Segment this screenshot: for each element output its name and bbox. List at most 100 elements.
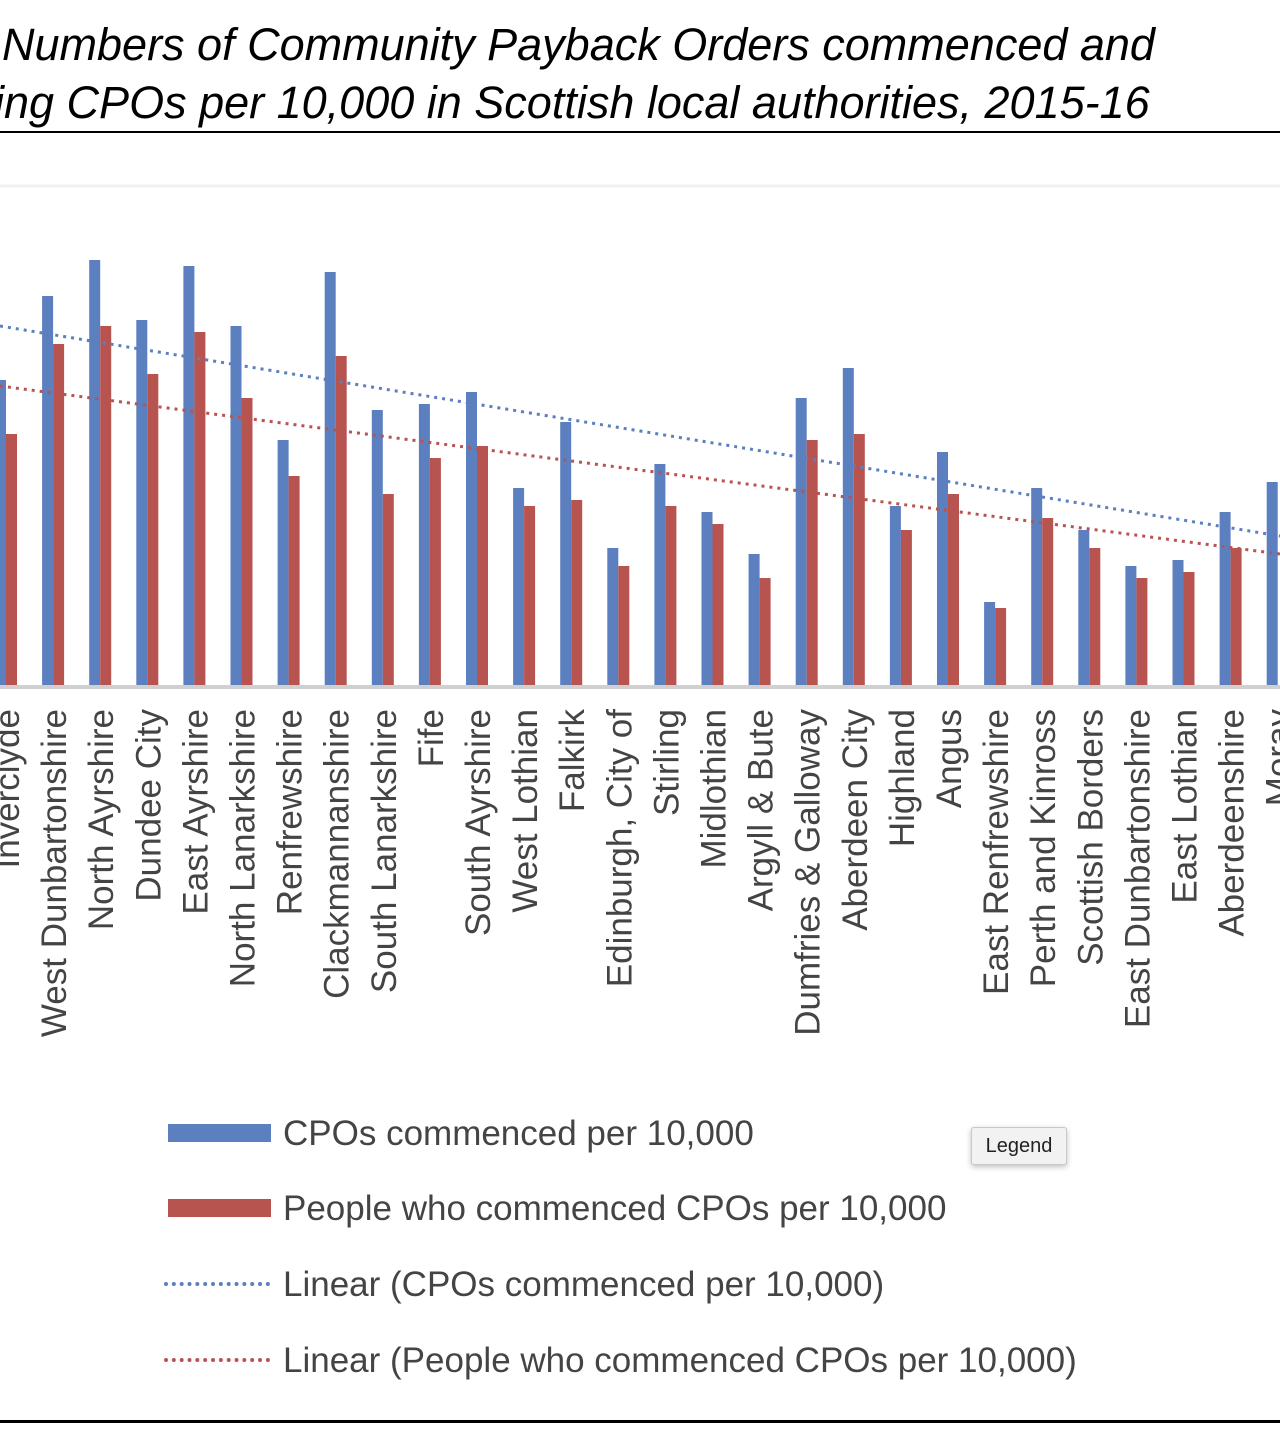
bar-people-13 [618, 566, 630, 686]
bar-people-21 [995, 608, 1007, 686]
bar-cpos-0 [0, 380, 6, 686]
bar-people-12 [571, 500, 583, 686]
bar-cpos-15 [701, 512, 713, 686]
x-tick-label: Argyll & Bute [742, 709, 781, 911]
legend-label-trend-people: Linear (People who commenced CPOs per 10… [283, 1341, 1077, 1380]
bar-cpos-3 [136, 320, 148, 686]
x-tick-label: Moray [1260, 709, 1280, 807]
bar-cpos-11 [513, 488, 525, 686]
trendlines-layer [0, 324, 1280, 556]
legend-swatch-trend-people [164, 1358, 270, 1362]
bar-cpos-14 [654, 464, 666, 686]
bar-cpos-5 [230, 326, 242, 686]
bar-people-17 [806, 440, 818, 686]
bottom-rule [0, 1420, 1280, 1423]
bar-people-3 [147, 374, 159, 686]
bar-cpos-19 [889, 506, 901, 686]
x-tick-labels: Inverclyde West Dunbartonshire North Ayrsh… [0, 709, 1280, 1038]
bar-people-25 [1183, 572, 1195, 686]
title-rule [0, 131, 1280, 133]
bar-cpos-6 [277, 440, 289, 686]
x-tick-label: Aberdeenshire [1213, 709, 1252, 937]
chart-title-line-1: Numbers of Community Payback Orders comm… [2, 19, 1155, 70]
bar-cpos-22 [1031, 488, 1043, 686]
x-tick-label: West Lothian [506, 709, 545, 913]
bar-people-23 [1089, 548, 1101, 686]
x-tick-label: South Lanarkshire [365, 709, 404, 993]
legend-label-cpos: CPOs commenced per 10,000 [283, 1114, 754, 1153]
bar-cpos-8 [371, 410, 383, 686]
x-tick-label: Highland [883, 709, 922, 847]
bar-cpos-24 [1125, 566, 1137, 686]
bar-people-22 [1042, 518, 1054, 686]
bar-cpos-1 [42, 296, 54, 686]
bar-people-26 [1230, 548, 1242, 686]
x-tick-label: East Renfrewshire [977, 709, 1016, 995]
bar-cpos-7 [324, 272, 336, 686]
bar-people-9 [429, 458, 441, 686]
bar-cpos-20 [937, 452, 948, 686]
bar-people-14 [665, 506, 677, 686]
legend-tooltip: Legend [971, 1127, 1067, 1165]
x-tick-label: Inverclyde [0, 709, 27, 869]
x-tick-label: Renfrewshire [271, 709, 310, 915]
bar-people-15 [712, 524, 724, 686]
x-tick-label: Perth and Kinross [1024, 709, 1063, 987]
x-tick-label: Midlothian [695, 709, 734, 869]
x-tick-label: Aberdeen City [836, 709, 875, 931]
x-tick-label: North Ayrshire [82, 709, 121, 930]
x-tick-label: Dumfries & Galloway [789, 709, 828, 1036]
x-tick-label: Fife [412, 709, 451, 767]
bar-cpos-12 [560, 422, 572, 686]
bar-people-18 [853, 434, 865, 686]
bar-people-2 [100, 326, 112, 686]
bar-people-6 [288, 476, 300, 686]
legend-swatch-cpos [168, 1124, 271, 1142]
x-tick-label: South Ayrshire [459, 709, 498, 936]
bar-people-0 [6, 434, 17, 686]
legend-label-people: People who commenced CPOs per 10,000 [283, 1189, 947, 1228]
bar-people-5 [241, 398, 253, 686]
bar-cpos-16 [748, 554, 760, 686]
x-tick-label: North Lanarkshire [224, 709, 263, 987]
bar-cpos-21 [984, 602, 996, 686]
x-tick-label: East Ayrshire [176, 709, 215, 915]
bar-people-10 [477, 446, 488, 686]
x-tick-label: Angus [930, 709, 969, 808]
bar-cpos-13 [607, 548, 619, 686]
bar-cpos-17 [795, 398, 807, 686]
x-tick-label: East Dunbartonshire [1118, 709, 1157, 1028]
bar-cpos-18 [842, 368, 854, 686]
legend-label-trend-cpos: Linear (CPOs commenced per 10,000) [283, 1265, 885, 1304]
bars-layer [0, 260, 1278, 686]
bar-people-1 [53, 344, 65, 686]
legend-swatch-trend-cpos [164, 1282, 270, 1286]
x-tick-label: West Dunbartonshire [35, 709, 74, 1037]
bar-cpos-26 [1219, 512, 1231, 686]
bar-people-4 [194, 332, 206, 686]
bar-people-11 [524, 506, 536, 686]
bar-people-19 [900, 530, 912, 686]
x-tick-label: Scottish Borders [1071, 709, 1110, 966]
trendline-cpos [0, 324, 1280, 538]
x-tick-label: East Lothian [1166, 709, 1205, 904]
chart-title-line-2: ing CPOs per 10,000 in Scottish local au… [0, 77, 1150, 128]
bar-people-7 [335, 356, 347, 686]
bar-cpos-10 [466, 392, 477, 686]
x-tick-label: Clackmannanshire [318, 709, 357, 999]
bar-people-20 [948, 494, 959, 686]
bar-cpos-23 [1078, 530, 1090, 686]
bar-people-16 [759, 578, 771, 686]
bar-people-24 [1136, 578, 1148, 686]
x-tick-label: Stirling [647, 709, 686, 816]
bar-people-8 [382, 494, 394, 686]
x-tick-label: Edinburgh, City of [600, 709, 639, 987]
bar-cpos-27 [1266, 482, 1278, 686]
bar-cpos-4 [183, 266, 195, 686]
bar-cpos-2 [89, 260, 101, 686]
bar-cpos-25 [1172, 560, 1184, 686]
legend-swatch-people [168, 1199, 271, 1217]
x-tick-label: Falkirk [553, 709, 592, 813]
x-tick-label: Dundee City [129, 709, 168, 902]
